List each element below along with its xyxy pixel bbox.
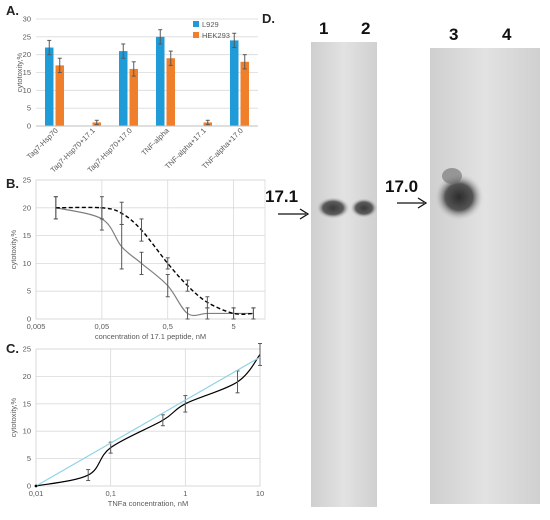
y-tick-label: 20 <box>23 50 31 59</box>
data-point <box>34 484 38 488</box>
panel-label-b: B. <box>6 176 19 191</box>
lane-label-4: 4 <box>502 25 512 44</box>
y-tick-label: 10 <box>23 259 31 268</box>
y-tick-label: 5 <box>27 454 31 463</box>
y-tick-label: 20 <box>23 203 31 212</box>
lane-label-2: 2 <box>361 19 370 38</box>
series-line-trendline <box>35 356 261 487</box>
chart-b-peptide-curve: 0 5 10 15 20 25 0,005 0,05 0,5 5 concentration of … <box>9 176 266 341</box>
blot-membrane-left <box>311 42 377 507</box>
y-tick-label: 5 <box>27 104 31 113</box>
y-tick-label: 0 <box>27 315 31 324</box>
blot-band-lane-3 <box>434 173 484 221</box>
blot-membrane-right <box>430 48 540 504</box>
y-tick-label: 15 <box>23 231 31 240</box>
x-tick-label: 0,5 <box>162 322 172 331</box>
x-category-label: Tag7-Hsp70 <box>25 126 60 161</box>
blot-band-lane-2 <box>350 198 378 218</box>
y-tick-label: 25 <box>23 32 31 41</box>
y-tick-label: 0 <box>27 122 31 131</box>
bar-hek293 <box>166 58 175 126</box>
x-axis-label: TNFa concentration, nM <box>108 499 188 508</box>
y-tick-label: 20 <box>23 372 31 381</box>
bar-hek293 <box>129 68 138 126</box>
bar-l929 <box>45 47 54 126</box>
plot-frame <box>35 348 261 487</box>
bar-hek293 <box>240 61 249 126</box>
y-tick-label: 25 <box>23 345 31 354</box>
x-tick-label: 0,05 <box>95 322 110 331</box>
y-tick-label: 30 <box>23 15 31 24</box>
y-tick-label: 15 <box>23 399 31 408</box>
series-line-solid <box>55 207 254 317</box>
marker-label-17-0: 17.0 <box>385 177 418 196</box>
legend-label-hek293: HEK293 <box>202 31 230 40</box>
marker-arrow-17-0 <box>397 197 428 209</box>
series-line-dashed <box>55 206 254 315</box>
x-axis-label: concentration of 17.1 peptide, nM <box>95 332 206 341</box>
panel-label-a: A. <box>6 3 19 18</box>
blot-band-lane-1 <box>316 197 350 219</box>
bar-l929 <box>230 40 239 126</box>
legend-label-l929: L929 <box>202 20 219 29</box>
bar-l929 <box>119 51 128 126</box>
lane-label-3: 3 <box>449 25 458 44</box>
lane-label-1: 1 <box>319 19 328 38</box>
legend-swatch-l929 <box>193 21 199 27</box>
x-tick-label: 10 <box>256 489 264 498</box>
plot-frame <box>35 179 266 320</box>
x-category-label: TNF-alpha <box>139 125 171 157</box>
legend-swatch-hek293 <box>193 32 199 38</box>
bar-l929 <box>156 36 165 127</box>
chart-a-bars: 051015202530cytotoxity,%Tag7-Hsp70Tag7-H… <box>15 15 258 174</box>
y-axis-label: cytotoxity,% <box>15 52 24 92</box>
y-axis-label: cytotoxity,% <box>9 397 18 437</box>
x-tick-label: 0,1 <box>105 489 115 498</box>
marker-arrow-17-1 <box>278 208 310 220</box>
y-tick-label: 10 <box>23 86 31 95</box>
x-tick-label: 5 <box>231 322 235 331</box>
y-tick-label: 10 <box>23 427 31 436</box>
western-blot: 1 2 3 4 17.1 17.0 <box>265 19 540 507</box>
bar-hek293 <box>55 65 64 126</box>
marker-label-17-1: 17.1 <box>265 187 298 206</box>
panel-label-d: D. <box>262 11 275 26</box>
y-tick-label: 0 <box>27 482 31 491</box>
y-axis-label: cytotoxity,% <box>9 229 18 269</box>
x-tick-label: 0,01 <box>29 489 44 498</box>
y-tick-label: 15 <box>23 68 31 77</box>
y-tick-label: 25 <box>23 176 31 185</box>
x-tick-label: 0,005 <box>27 322 46 331</box>
chart-c-tnfa-curve: 0 5 10 15 20 25 0,01 0,1 1 10 TNFa concentration, … <box>9 343 264 508</box>
x-tick-label: 1 <box>183 489 187 498</box>
panel-label-c: C. <box>6 341 19 356</box>
y-tick-label: 5 <box>27 287 31 296</box>
